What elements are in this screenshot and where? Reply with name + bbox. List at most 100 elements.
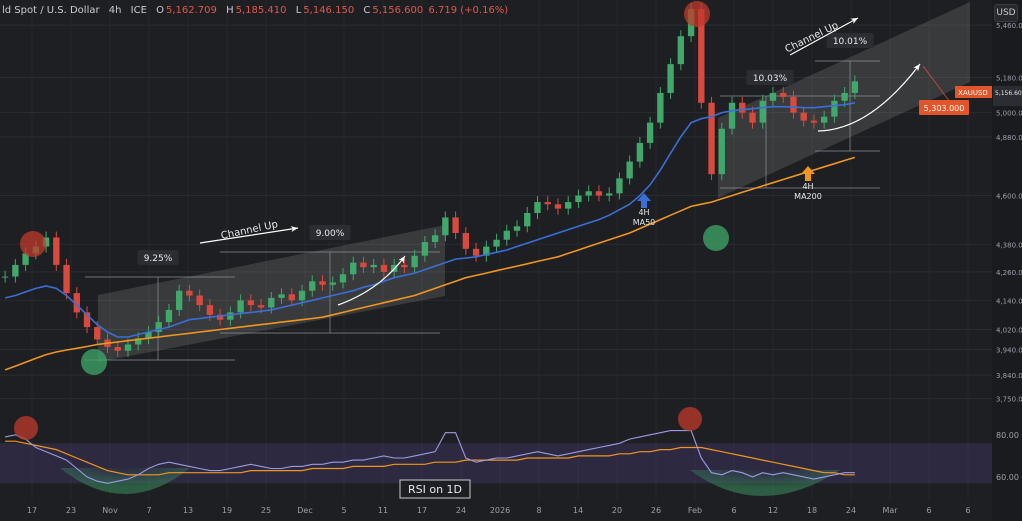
rsi-title: RSI on 1D — [408, 483, 462, 496]
timeframe: 4h — [108, 5, 122, 16]
symbol-name: ld Spot / U.S. Dollar — [2, 5, 100, 16]
candles — [1, 2, 859, 357]
candle-body — [800, 112, 807, 121]
rsi-label-box — [399, 479, 471, 499]
candle-body — [411, 255, 418, 268]
channel-arrow-1-head — [290, 226, 298, 233]
date-tick-label: 13 — [183, 506, 193, 515]
path-arrow-1-head — [398, 256, 405, 264]
ma50-arrow — [637, 193, 651, 208]
pct-label-3: 10.03% — [753, 74, 788, 84]
date-tick-label: 17 — [27, 506, 37, 515]
candle-body — [708, 102, 715, 175]
candle-body — [135, 338, 142, 345]
candle-body — [165, 309, 173, 323]
ma200-label-line1: 4H — [802, 182, 813, 191]
pct-label-4: 10.01% — [833, 37, 868, 47]
ma200-line — [4, 156, 856, 371]
candle-body — [657, 92, 664, 123]
candle-body — [462, 232, 470, 249]
candle-body — [790, 96, 797, 113]
candle-body — [63, 264, 70, 294]
date-tick-label: 6 — [926, 506, 931, 515]
rsi-trough-glow-1 — [60, 468, 190, 494]
date-tick-label: 6 — [731, 506, 736, 515]
candle-body — [247, 300, 255, 306]
candle-body — [513, 226, 521, 231]
candle-body — [595, 191, 603, 196]
low-value: 5,146.150 — [303, 5, 355, 16]
date-tick-label: 17 — [417, 506, 427, 515]
channel-arrow-1 — [199, 227, 299, 244]
channel-arrow-2-head — [850, 18, 858, 24]
date-tick-label: 25 — [261, 506, 271, 515]
candle-body — [524, 212, 531, 227]
candle-body — [534, 202, 541, 213]
candle-body — [42, 237, 50, 247]
candle-body — [605, 193, 613, 196]
ma200-arrow — [801, 166, 815, 181]
candle-body — [431, 235, 439, 243]
candle-body — [257, 305, 265, 308]
symbol-tag: XAUUSD — [958, 89, 988, 97]
pct-label-4-bg — [826, 33, 874, 48]
candle-body — [493, 239, 500, 247]
candle-body — [186, 290, 193, 296]
candle-body — [12, 264, 19, 277]
date-tick-label: 19 — [222, 506, 232, 515]
rsi-line — [4, 430, 855, 484]
date-tick-label: 2026 — [490, 506, 510, 515]
last-price-bg — [993, 86, 1022, 106]
rsi-tick-label: 60.00 — [996, 473, 1019, 482]
date-tick-label: Dec — [297, 506, 312, 515]
candle-body — [585, 191, 592, 196]
candle-body — [196, 295, 203, 306]
price-tick-label: 5,180.000 — [996, 75, 1022, 83]
candle-body — [677, 36, 685, 65]
bottom-marker-1 — [81, 349, 107, 375]
date-tick-label: 24 — [456, 506, 466, 515]
candle-body — [739, 102, 746, 113]
price-tick-label: 4,020.000 — [996, 327, 1022, 335]
candle-body — [339, 274, 347, 283]
price-tick-label: 4,140.000 — [996, 297, 1022, 305]
candle-body — [370, 264, 377, 268]
candle-body — [616, 178, 623, 194]
top-marker-1 — [20, 231, 46, 257]
pct-label-2-bg — [309, 225, 351, 240]
price-tick-label: 3,750.000 — [996, 396, 1022, 404]
last-price: 5,156.600 — [995, 90, 1022, 97]
target-price: 5,303.000 — [924, 104, 965, 113]
date-tick-label: Nov — [102, 506, 118, 515]
date-tick-label: 8 — [536, 506, 541, 515]
candle-body — [175, 290, 183, 310]
candle-body — [22, 253, 29, 265]
exchange: ICE — [130, 5, 147, 16]
date-tick-label: 20 — [612, 506, 622, 515]
candle-body — [769, 92, 777, 101]
pct-label-3-bg — [746, 70, 794, 85]
candle-body — [626, 161, 633, 179]
candle-body — [237, 300, 244, 313]
high-label: H — [226, 5, 234, 16]
candle-body — [268, 297, 275, 308]
symbol-header: ld Spot / U.S. Dollar 4h ICE O 5,162.709 … — [0, 0, 508, 22]
candle-body — [155, 322, 162, 333]
change-value: 6.719 (+0.16%) — [428, 5, 509, 16]
candle-body — [145, 332, 152, 339]
candle-body — [472, 248, 480, 256]
top-marker-2 — [684, 1, 710, 27]
open-value: 5,162.709 — [165, 5, 217, 16]
currency-button[interactable]: USD — [994, 4, 1018, 22]
channel-arrow-2 — [789, 17, 859, 56]
candle-body — [759, 100, 766, 123]
low-label: L — [295, 5, 302, 16]
candle-body — [216, 314, 224, 320]
candle-body — [749, 112, 756, 123]
price-tick-label: 3,940.000 — [996, 347, 1022, 355]
candle-body — [698, 8, 705, 103]
candle-body — [554, 204, 562, 209]
pct-label-1: 9.25% — [144, 254, 173, 264]
candle-body — [83, 312, 91, 328]
